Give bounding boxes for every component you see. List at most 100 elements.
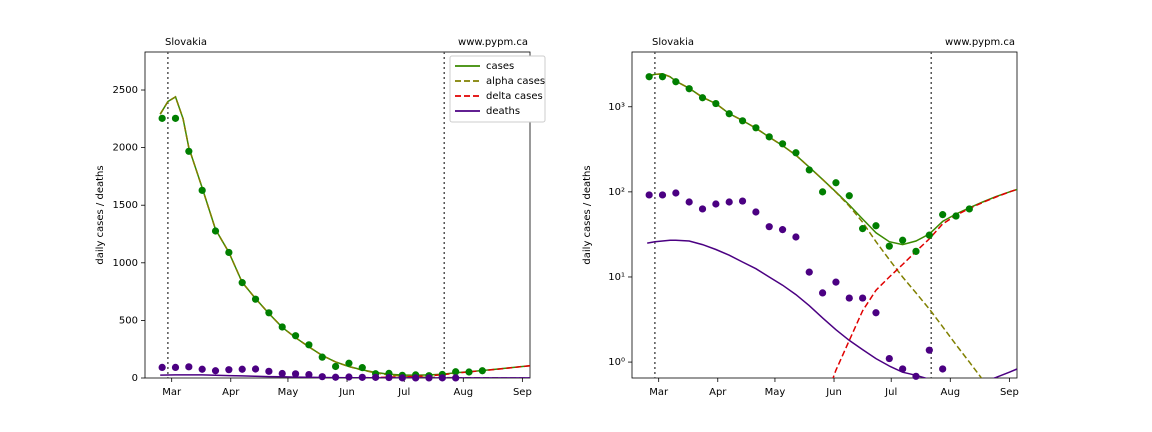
x-tick-label: May — [278, 387, 299, 398]
data-point — [698, 205, 707, 213]
data-point — [712, 99, 720, 108]
legend-label: cases — [486, 61, 514, 72]
data-point — [872, 222, 880, 230]
data-point — [645, 73, 653, 81]
x-tick-label: Sep — [1000, 387, 1019, 398]
data-point — [859, 294, 867, 302]
data-point — [478, 367, 486, 375]
data-point — [672, 78, 680, 86]
data-point — [425, 374, 433, 382]
data-point — [778, 140, 787, 148]
data-point — [372, 373, 380, 381]
data-point — [211, 367, 220, 375]
data-point — [792, 149, 800, 157]
y-tick-label: 10³ — [608, 102, 625, 113]
data-point — [765, 133, 773, 141]
data-point — [738, 117, 747, 125]
y-tick-label: 10¹ — [608, 272, 625, 283]
model-line — [159, 95, 530, 376]
data-point — [452, 368, 460, 376]
data-point — [885, 354, 893, 363]
model-line — [647, 239, 1017, 378]
data-point — [658, 73, 667, 81]
data-point — [171, 114, 180, 122]
data-point — [712, 200, 720, 208]
data-point — [912, 372, 920, 380]
x-tick-label: May — [765, 387, 786, 398]
data-point — [225, 366, 233, 374]
data-point — [238, 279, 246, 287]
data-point — [171, 363, 180, 372]
data-point — [211, 227, 220, 235]
data-point — [438, 374, 446, 382]
legend-label: deaths — [486, 106, 520, 117]
model-line — [832, 188, 1017, 378]
model-line — [159, 95, 530, 378]
model-line — [335, 364, 530, 378]
data-point — [685, 85, 693, 93]
data-point — [278, 323, 286, 331]
data-point — [305, 371, 313, 379]
data-point — [331, 362, 340, 371]
data-point — [452, 374, 460, 382]
data-point — [818, 188, 827, 196]
axes-frame — [631, 51, 1018, 379]
data-point — [291, 370, 300, 378]
data-point — [251, 365, 260, 373]
y-tick-label: 2000 — [113, 143, 138, 154]
data-point — [778, 226, 787, 234]
y-tick-label: 500 — [119, 315, 138, 326]
x-tick-label: Aug — [454, 387, 474, 398]
data-point — [845, 192, 853, 200]
plot-area: Mar Apr May Jun Jul Aug Sep 0 500 1000 1500 2000 250… — [95, 37, 546, 398]
data-point — [899, 236, 907, 244]
legend-label: delta cases — [486, 91, 543, 102]
data-point — [872, 309, 880, 317]
plot-area: Mar Apr May Jun Jul Aug Sep 10⁰ 10¹ 10² 10³ daily c… — [582, 37, 1019, 398]
data-point — [158, 114, 166, 122]
data-point — [859, 225, 867, 233]
data-point — [412, 374, 420, 382]
x-tick-label: Jun — [338, 387, 355, 398]
annotation: www.pypm.ca — [945, 37, 1015, 48]
x-tick-label: Aug — [941, 387, 961, 398]
data-point — [912, 247, 920, 255]
x-tick-label: Apr — [709, 387, 727, 398]
data-point — [805, 166, 813, 174]
data-point — [939, 365, 947, 373]
data-point — [198, 365, 206, 373]
data-point — [939, 211, 947, 219]
data-point — [725, 198, 733, 206]
data-point — [158, 363, 166, 372]
y-tick-label: 1000 — [113, 258, 138, 269]
data-point — [845, 294, 853, 302]
annotation: Slovakia — [165, 37, 207, 48]
data-point — [358, 364, 366, 372]
x-tick-label: Apr — [222, 387, 240, 398]
data-point — [965, 205, 973, 213]
data-point — [832, 179, 840, 187]
data-point — [685, 198, 693, 206]
data-point — [265, 309, 273, 317]
model-line — [160, 374, 530, 378]
data-point — [305, 341, 313, 349]
data-point — [925, 231, 933, 239]
data-point — [752, 208, 760, 216]
data-point — [185, 363, 193, 371]
legend-label: alpha cases — [486, 76, 545, 87]
data-point — [331, 373, 340, 381]
data-point — [952, 212, 960, 220]
data-point — [225, 248, 233, 257]
data-point — [925, 346, 933, 354]
x-tick-label: Jul — [884, 387, 897, 398]
data-point — [291, 332, 300, 340]
model-line — [647, 73, 983, 378]
data-point — [738, 197, 747, 205]
x-tick-label: Sep — [513, 387, 532, 398]
data-point — [398, 374, 406, 382]
y-axis-label: daily cases / deaths — [95, 165, 106, 264]
y-tick-label: 1500 — [113, 200, 138, 211]
data-point — [752, 124, 760, 132]
data-point — [251, 295, 260, 303]
